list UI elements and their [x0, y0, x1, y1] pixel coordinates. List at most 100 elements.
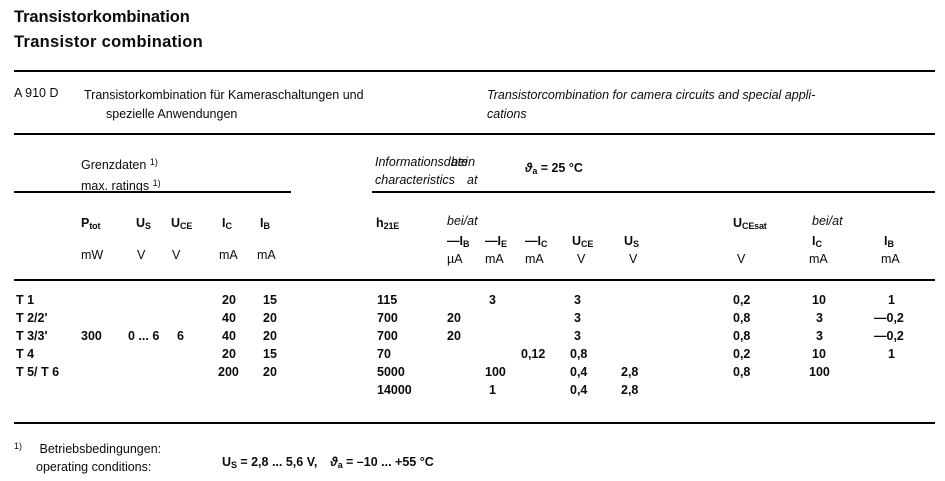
- description-de-line2: spezielle Anwendungen: [106, 107, 238, 121]
- header-us: US: [136, 216, 151, 231]
- description-en-line1: Transistorcombination for camera circuit…: [487, 88, 816, 102]
- cell-cond-us: 2,8: [621, 365, 639, 379]
- cell-sat-ic: 10: [812, 347, 826, 361]
- cell-minus-ib: 20: [447, 311, 461, 325]
- table-row-type: T 3/3': [16, 329, 48, 343]
- cell-us: 0 ... 6: [128, 329, 160, 343]
- footnote-theta-symbol: ϑ: [330, 455, 338, 469]
- cell-sat-ic: 10: [812, 293, 826, 307]
- table-row-type: T 2/2': [16, 311, 48, 325]
- theta-sub: a: [532, 165, 538, 176]
- header-sat-ib: IB: [884, 234, 894, 249]
- cell-ib: 15: [263, 293, 277, 307]
- section-ratings-en: max. ratings 1): [81, 178, 161, 194]
- section-heading-characteristics: Informationsdaten characteristics: [375, 153, 475, 189]
- header-ic: IC: [222, 216, 232, 231]
- section-ratings-de: Grenzdaten 1): [81, 157, 158, 173]
- unit-ic: mA: [219, 248, 238, 262]
- table-row-type: T 1: [16, 293, 35, 307]
- cell-cond-uce: 0,8: [570, 347, 588, 361]
- footnote-ref-2: 1): [152, 178, 161, 189]
- footnote-marker: 1): [14, 441, 23, 451]
- footnote: 1) Betriebsbedingungen: operating condit…: [14, 437, 161, 476]
- cell-sat-ib: 1: [888, 347, 895, 361]
- header-uce: UCE: [171, 216, 193, 231]
- unit-cond-us: V: [629, 252, 638, 266]
- cell-sat-ic: 100: [809, 365, 830, 379]
- unit-minus-ie: mA: [485, 252, 504, 266]
- footnote-line-de: 1) Betriebsbedingungen:: [14, 441, 162, 457]
- page-title-de: Transistorkombination: [14, 8, 190, 26]
- header-beiat-sat: bei/at: [812, 214, 843, 228]
- page-title-en: Transistor combination: [14, 33, 204, 51]
- condition-bei: bei: [451, 155, 468, 169]
- table-row-type: T 4: [16, 347, 35, 361]
- footnote-ref-1: 1): [149, 157, 158, 167]
- cell-h21e: 5000: [377, 365, 405, 379]
- unit-ucesat: V: [737, 252, 746, 266]
- cell-ic: 40: [222, 311, 236, 325]
- header-minus-ic: —IC: [525, 234, 548, 249]
- header-ptot: Ptot: [81, 216, 101, 231]
- cell-minus-ie: 1: [489, 383, 496, 397]
- cell-minus-ie: 100: [485, 365, 506, 379]
- rule-above-data: [14, 279, 935, 281]
- header-sat-ic: IC: [812, 234, 822, 249]
- cell-minus-ib: 20: [447, 329, 461, 343]
- ambient-temperature: ϑa = 25 °C: [525, 161, 583, 176]
- unit-minus-ib: µA: [447, 252, 463, 266]
- cell-ucesat: 0,2: [733, 293, 751, 307]
- cell-ucesat: 0,8: [733, 329, 751, 343]
- cell-ucesat: 0,2: [733, 347, 751, 361]
- theta-symbol: ϑ: [525, 161, 533, 175]
- header-cond-us: US: [624, 234, 639, 249]
- cell-ptot: 300: [81, 329, 102, 343]
- cell-ib: 20: [263, 365, 277, 379]
- cell-sat-ib: —0,2: [874, 329, 904, 343]
- cell-h21e: 700: [377, 329, 398, 343]
- footnote-us-symbol: U: [222, 455, 232, 469]
- unit-cond-uce: V: [577, 252, 586, 266]
- cell-ib: 15: [263, 347, 277, 361]
- description-en: Transistorcombination for camera circuit…: [487, 86, 937, 124]
- cell-ucesat: 0,8: [733, 311, 751, 325]
- header-h21e: h21E: [376, 216, 400, 231]
- cell-cond-uce: 3: [574, 293, 581, 307]
- cell-minus-ie: 3: [489, 293, 496, 307]
- rule-below-data: [14, 422, 935, 424]
- cell-cond-us: 2,8: [621, 383, 639, 397]
- cell-cond-uce: 3: [574, 329, 581, 343]
- description-de: Transistorkombination für Kameraschaltun…: [84, 86, 464, 124]
- cell-cond-uce: 0,4: [570, 383, 588, 397]
- unit-us: V: [137, 248, 146, 262]
- table-row-type: T 5/ T 6: [16, 365, 60, 379]
- header-cond-uce: UCE: [572, 234, 594, 249]
- section-heading-ratings: Grenzdaten 1) max. ratings 1): [81, 153, 161, 195]
- cell-h21e: 14000: [377, 383, 412, 397]
- footnote-us-value: = 2,8 ... 5,6 V,: [240, 455, 318, 469]
- cell-sat-ic: 3: [816, 329, 823, 343]
- header-minus-ib: —IB: [447, 234, 470, 249]
- section-characteristics-de: Informationsdaten: [375, 155, 476, 169]
- cell-ic: 20: [222, 347, 236, 361]
- header-beiat-conditions: bei/at: [447, 214, 478, 228]
- rule-section-left: [14, 191, 291, 193]
- cell-ic: 20: [222, 293, 236, 307]
- rule-top: [14, 70, 935, 72]
- cell-ic: 40: [222, 329, 236, 343]
- cell-h21e: 700: [377, 311, 398, 325]
- condition-label: bei at: [451, 153, 477, 189]
- cell-sat-ib: —0,2: [874, 311, 904, 325]
- header-minus-ie: —IE: [485, 234, 507, 249]
- description-en-line2: cations: [487, 107, 527, 121]
- footnote-values: US = 2,8 ... 5,6 V, ϑa = –10 ... +55 °C: [222, 455, 434, 470]
- rule-section-right: [372, 191, 935, 193]
- cell-sat-ic: 3: [816, 311, 823, 325]
- unit-sat-ic: mA: [809, 252, 828, 266]
- temperature-value: = 25 °C: [540, 161, 583, 175]
- unit-minus-ic: mA: [525, 252, 544, 266]
- cell-ucesat: 0,8: [733, 365, 751, 379]
- cell-ic: 200: [218, 365, 239, 379]
- cell-sat-ib: 1: [888, 293, 895, 307]
- footnote-line-en: operating conditions:: [36, 460, 152, 475]
